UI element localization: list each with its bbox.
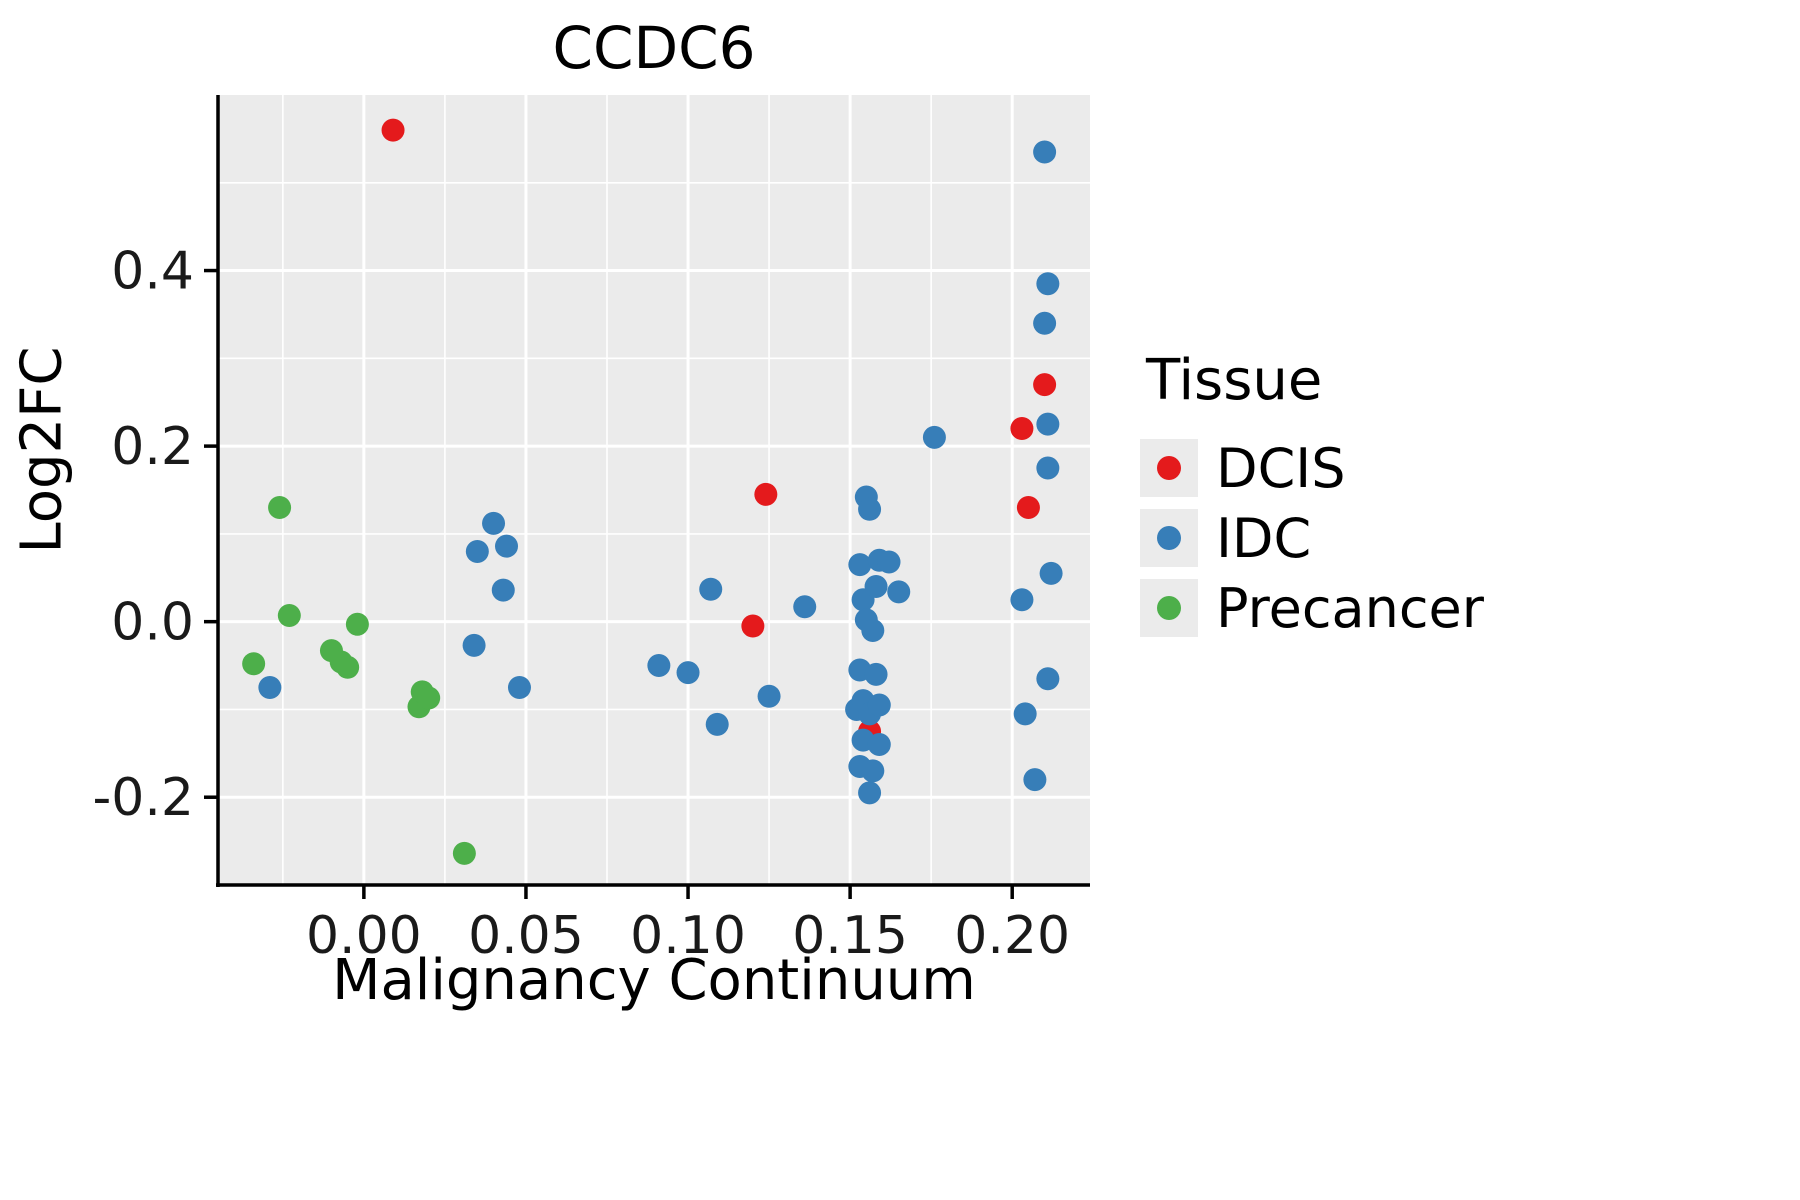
data-point-dcis — [1010, 417, 1034, 441]
legend-dot-idc — [1157, 526, 1181, 550]
data-point-idc — [1010, 588, 1034, 612]
x-axis-label: Malignancy Continuum — [332, 948, 976, 1013]
legend-key — [1140, 439, 1198, 497]
data-point-idc — [1036, 667, 1060, 691]
data-point-idc — [699, 577, 723, 601]
data-point-precancer — [417, 686, 441, 710]
y-tick-label: 0.0 — [111, 593, 194, 653]
data-point-idc — [858, 781, 882, 805]
legend-label-idc: IDC — [1216, 506, 1312, 570]
data-point-idc — [491, 578, 515, 602]
data-point-idc — [887, 580, 911, 604]
data-point-idc — [922, 425, 946, 449]
data-point-idc — [1036, 412, 1060, 436]
data-point-idc — [861, 618, 885, 642]
data-point-idc — [676, 661, 700, 685]
data-point-idc — [861, 759, 885, 783]
data-point-idc — [1023, 768, 1047, 792]
data-point-idc — [1013, 702, 1037, 726]
data-point-idc — [1033, 311, 1057, 335]
y-axis-label: Log2FC — [9, 346, 75, 554]
legend-label-precancer: Precancer — [1216, 576, 1484, 640]
x-tick-label: 0.15 — [792, 906, 908, 966]
data-point-idc — [877, 550, 901, 574]
data-point-idc — [1039, 561, 1063, 585]
data-point-idc — [864, 662, 888, 686]
legend-entry-precancer: Precancer — [1140, 573, 1484, 643]
x-tick-label: 0.20 — [954, 906, 1070, 966]
data-point-idc — [647, 654, 671, 678]
chart-title: CCDC6 — [552, 14, 756, 82]
data-point-dcis — [381, 118, 405, 142]
y-tick-label: -0.2 — [93, 768, 194, 828]
y-tick-label: 0.4 — [111, 242, 194, 302]
legend-key — [1140, 579, 1198, 637]
legend: Tissue DCIS IDC Precancer — [1140, 348, 1484, 643]
data-point-idc — [1036, 272, 1060, 296]
data-point-dcis — [1016, 496, 1040, 520]
data-point-idc — [462, 633, 486, 657]
data-point-idc — [258, 676, 282, 699]
legend-dot-dcis — [1157, 456, 1181, 480]
data-point-precancer — [345, 612, 369, 636]
y-tick-label: 0.2 — [111, 417, 194, 477]
x-tick-label: 0.00 — [306, 906, 422, 966]
legend-dot-precancer — [1157, 596, 1181, 620]
x-tick-label: 0.05 — [468, 906, 584, 966]
plot-panel — [218, 95, 1090, 885]
data-point-idc — [867, 693, 891, 717]
data-point-precancer — [268, 496, 292, 520]
data-point-idc — [482, 511, 506, 535]
legend-entry-idc: IDC — [1140, 503, 1484, 573]
data-point-idc — [867, 733, 891, 757]
data-point-precancer — [336, 655, 360, 679]
legend-label-dcis: DCIS — [1216, 436, 1346, 500]
data-point-precancer — [277, 604, 301, 628]
data-point-idc — [705, 712, 729, 736]
legend-title: Tissue — [1146, 348, 1323, 413]
data-point-dcis — [754, 482, 778, 506]
data-point-idc — [1036, 456, 1060, 480]
data-point-idc — [858, 497, 882, 521]
legend-entry-dcis: DCIS — [1140, 433, 1484, 503]
legend-key — [1140, 509, 1198, 567]
x-tick-label: 0.10 — [630, 906, 746, 966]
data-point-idc — [757, 684, 781, 708]
data-point-dcis — [1033, 373, 1057, 397]
data-point-idc — [507, 676, 531, 699]
data-point-idc — [465, 539, 489, 563]
data-point-idc — [793, 595, 817, 619]
data-point-precancer — [242, 652, 266, 676]
data-point-dcis — [741, 614, 765, 638]
data-point-idc — [1033, 140, 1057, 164]
data-point-idc — [495, 534, 519, 558]
data-point-precancer — [452, 841, 476, 865]
data-point-idc — [864, 575, 888, 599]
data-point-idc — [848, 553, 872, 577]
